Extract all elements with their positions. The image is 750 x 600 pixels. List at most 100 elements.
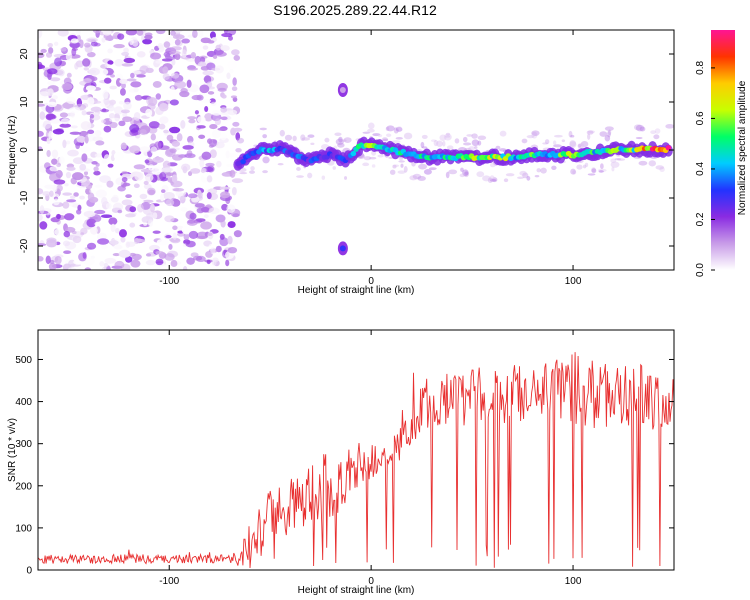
noise-cell <box>119 78 128 85</box>
scatter-cell <box>423 169 432 175</box>
scatter-cell <box>495 145 501 150</box>
noise-cell <box>79 39 84 49</box>
noise-cell <box>107 105 115 112</box>
scatter-cell <box>604 126 614 131</box>
noise-cell <box>112 253 121 257</box>
scatter-cell <box>659 166 665 172</box>
noise-cell <box>168 243 173 250</box>
noise-cell <box>180 206 188 212</box>
noise-cell <box>201 167 207 174</box>
snr-ytick-label: 300 <box>15 439 32 450</box>
colorbar-ticks: 0.0 0.2 0.4 0.6 0.8 <box>695 61 715 277</box>
colorbar-tick-label: 0.2 <box>695 212 706 226</box>
noise-cell <box>47 101 57 108</box>
noise-cell <box>202 70 214 76</box>
scatter-cell <box>462 169 469 177</box>
noise-cell <box>181 49 187 59</box>
scatter-cell <box>395 136 403 140</box>
noise-cell <box>168 126 181 134</box>
scatter-cell <box>381 137 388 142</box>
scatter-cell <box>466 134 473 137</box>
noise-cell <box>184 153 196 159</box>
noise-cell <box>200 221 212 230</box>
noise-cell <box>49 77 61 82</box>
colorbar-tick-label: 0.0 <box>695 263 706 277</box>
noise-cell <box>182 266 188 270</box>
scatter-cell <box>335 138 344 145</box>
scatter-cell <box>607 130 611 138</box>
noise-cell <box>150 203 156 213</box>
scatter-cell <box>553 144 562 148</box>
noise-cell <box>87 242 97 250</box>
noise-cell <box>125 194 132 199</box>
scatter-cell <box>498 148 507 152</box>
noise-cell <box>46 239 58 248</box>
scatter-cell <box>442 140 446 147</box>
noise-cell <box>56 184 63 192</box>
noise-cell <box>200 206 210 213</box>
noise-cell <box>139 193 148 200</box>
noise-cell <box>163 41 171 48</box>
noise-cell <box>232 77 237 86</box>
noise-cell <box>162 66 169 74</box>
scatter-cell <box>389 169 396 175</box>
noise-cell <box>109 238 122 246</box>
scatter-cell <box>300 134 306 142</box>
noise-cell <box>130 259 141 268</box>
noise-cell <box>226 163 234 168</box>
noise-cell <box>171 140 181 147</box>
noise-cell <box>113 106 124 115</box>
noise-cell <box>83 67 90 71</box>
scatter-cell <box>417 176 426 181</box>
scatter-cell <box>568 130 573 138</box>
noise-cell <box>194 110 199 115</box>
noise-cell <box>80 232 85 236</box>
snr-panel: -100 0 100 0 100 200 300 400 500 Height of strai… <box>7 329 675 596</box>
noise-cell <box>200 65 210 71</box>
noise-cell <box>133 87 139 93</box>
noise-cell <box>174 53 181 60</box>
noise-cell <box>192 30 198 39</box>
scatter-cell <box>421 134 428 139</box>
noise-cell <box>47 88 54 96</box>
colorbar-label: Normalized spectral amplitude <box>737 80 748 215</box>
noise-cell <box>164 215 175 223</box>
scatter-cell <box>522 172 529 179</box>
noise-cell <box>123 57 136 64</box>
noise-cell <box>176 254 188 261</box>
noise-cell <box>209 149 217 159</box>
noise-cell <box>94 130 102 137</box>
noise-cell <box>145 253 152 257</box>
scatter-cell <box>439 134 447 142</box>
noise-cell <box>124 213 136 218</box>
scatter-cell <box>371 164 376 168</box>
noise-cell <box>162 73 170 80</box>
noise-cell <box>83 257 95 266</box>
noise-cell <box>118 229 127 238</box>
noise-cell <box>105 202 112 210</box>
noise-cell <box>64 183 69 187</box>
scatter-cell <box>343 137 352 143</box>
noise-cell <box>148 121 160 129</box>
scatter-cell <box>489 162 496 168</box>
noise-cell <box>48 262 57 270</box>
noise-cell <box>72 235 82 244</box>
noise-cell <box>53 41 59 46</box>
noise-cell <box>38 179 49 188</box>
noise-cell <box>78 146 91 153</box>
noise-cell <box>39 111 46 120</box>
noise-cell <box>40 48 47 54</box>
noise-cell <box>161 167 174 173</box>
noise-cell <box>66 72 72 78</box>
noise-cell <box>95 140 105 146</box>
scatter-cell <box>377 134 383 138</box>
noise-cell <box>190 52 197 59</box>
noise-cell <box>228 35 233 41</box>
noise-cell <box>107 163 114 168</box>
noise-cell <box>62 139 67 149</box>
scatter-cell <box>433 139 439 147</box>
noise-cell <box>186 257 195 265</box>
scatter-cell <box>369 156 377 160</box>
noise-cell <box>221 203 229 211</box>
